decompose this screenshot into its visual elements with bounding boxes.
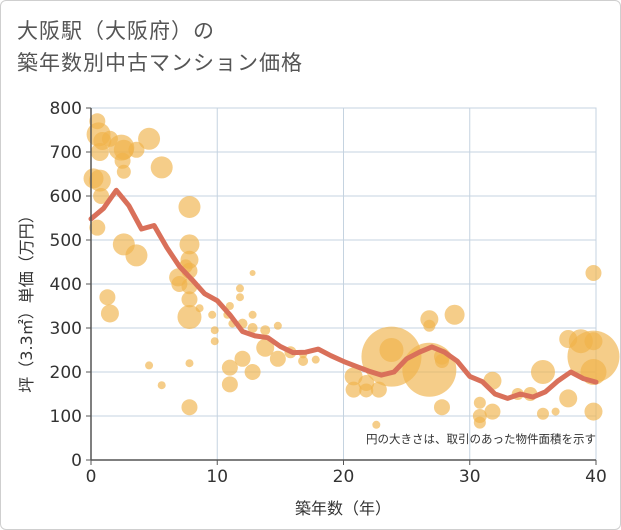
bubble-point	[235, 293, 244, 302]
bubble-point	[89, 219, 106, 236]
bubble-point	[178, 196, 201, 218]
x-tick-label: 40	[585, 467, 607, 487]
bubble-point	[372, 420, 381, 429]
bubble-point	[210, 326, 219, 335]
bubble-point	[116, 164, 131, 179]
bubble-point	[210, 337, 219, 346]
bubble-point	[260, 325, 271, 336]
bubble-point	[559, 389, 578, 408]
bubble-point	[344, 367, 363, 386]
bubble-point	[100, 304, 119, 323]
x-tick-label: 30	[459, 467, 481, 487]
bubble-point	[88, 169, 111, 192]
bubble-point	[567, 330, 620, 383]
trend-line-path	[88, 187, 599, 401]
bubble-point	[157, 381, 166, 390]
bubble-point	[185, 359, 194, 368]
chart-title-line1: 大阪駅（大阪府）の	[17, 19, 215, 43]
bubble-point	[244, 364, 261, 380]
bubble-point	[138, 127, 161, 150]
y-tick-label: 100	[50, 407, 82, 427]
bubble-point	[536, 407, 549, 420]
trend-line	[88, 187, 599, 401]
chart-note: 円の大きさは、取引のあった物件面積を示す	[366, 432, 596, 446]
bubble-point	[221, 376, 238, 393]
bubble-point	[269, 350, 286, 367]
bubble-point	[208, 310, 217, 319]
bubble-point	[177, 305, 202, 329]
bubble-point	[433, 399, 450, 416]
bubble-point	[298, 356, 309, 366]
y-tick-label: 200	[50, 363, 82, 383]
y-tick-label: 0	[71, 451, 82, 471]
bubble-point	[150, 156, 173, 179]
bubble-point	[99, 289, 116, 306]
bubble-point	[584, 332, 603, 351]
bubble-point	[402, 342, 457, 397]
x-tick-label: 0	[86, 467, 97, 487]
bubble-point	[128, 141, 145, 158]
bubble-point	[473, 416, 486, 429]
bubble-point	[551, 407, 560, 416]
bubble-point	[585, 265, 602, 281]
bubble-point	[114, 152, 131, 169]
bubble-point	[93, 188, 110, 204]
bubble-point	[249, 270, 256, 276]
x-axis-title: 築年数（年）	[295, 499, 391, 518]
bubble-point	[145, 361, 154, 370]
bubble-point	[530, 360, 555, 384]
bubble-point	[179, 234, 200, 255]
bubble-point	[484, 403, 501, 420]
bubble-point	[379, 338, 404, 362]
bubble-point	[248, 310, 257, 319]
x-tick-label: 20	[333, 467, 355, 487]
bubble-point	[195, 304, 204, 313]
bubble-point	[359, 383, 374, 398]
bubble-point	[247, 323, 258, 333]
bubble-point	[434, 354, 449, 368]
bubble-point	[225, 302, 234, 310]
bubble-point	[125, 244, 148, 267]
bubble-point	[273, 321, 282, 330]
y-tick-label: 800	[50, 99, 82, 119]
bubble-point	[444, 304, 465, 325]
y-tick-label: 700	[50, 143, 82, 163]
y-tick-label: 500	[50, 231, 82, 251]
y-axis-title: 坪（3.3㎡）単価（万円）	[17, 207, 36, 392]
bubble-point	[235, 284, 244, 293]
bubble-point	[584, 402, 603, 421]
bubble-point	[181, 291, 198, 308]
x-tick-label: 10	[206, 467, 228, 487]
bubble-point	[311, 355, 320, 364]
chart-title-line2: 築年数別中古マンション価格	[17, 51, 303, 75]
chart-title: 大阪駅（大阪府）の 築年数別中古マンション価格	[17, 15, 577, 79]
bubble-point	[370, 381, 387, 398]
bubbles	[83, 113, 620, 429]
y-tick-label: 600	[50, 187, 82, 207]
bubble-point	[234, 350, 251, 367]
bubble-point	[256, 338, 275, 357]
bubble-point	[181, 399, 198, 416]
bubble-point	[221, 359, 238, 376]
bubble-point	[473, 396, 486, 409]
y-tick-label: 300	[50, 319, 82, 339]
bubble-point	[423, 319, 436, 332]
y-tick-label: 400	[50, 275, 82, 295]
bubble-point	[345, 381, 362, 398]
